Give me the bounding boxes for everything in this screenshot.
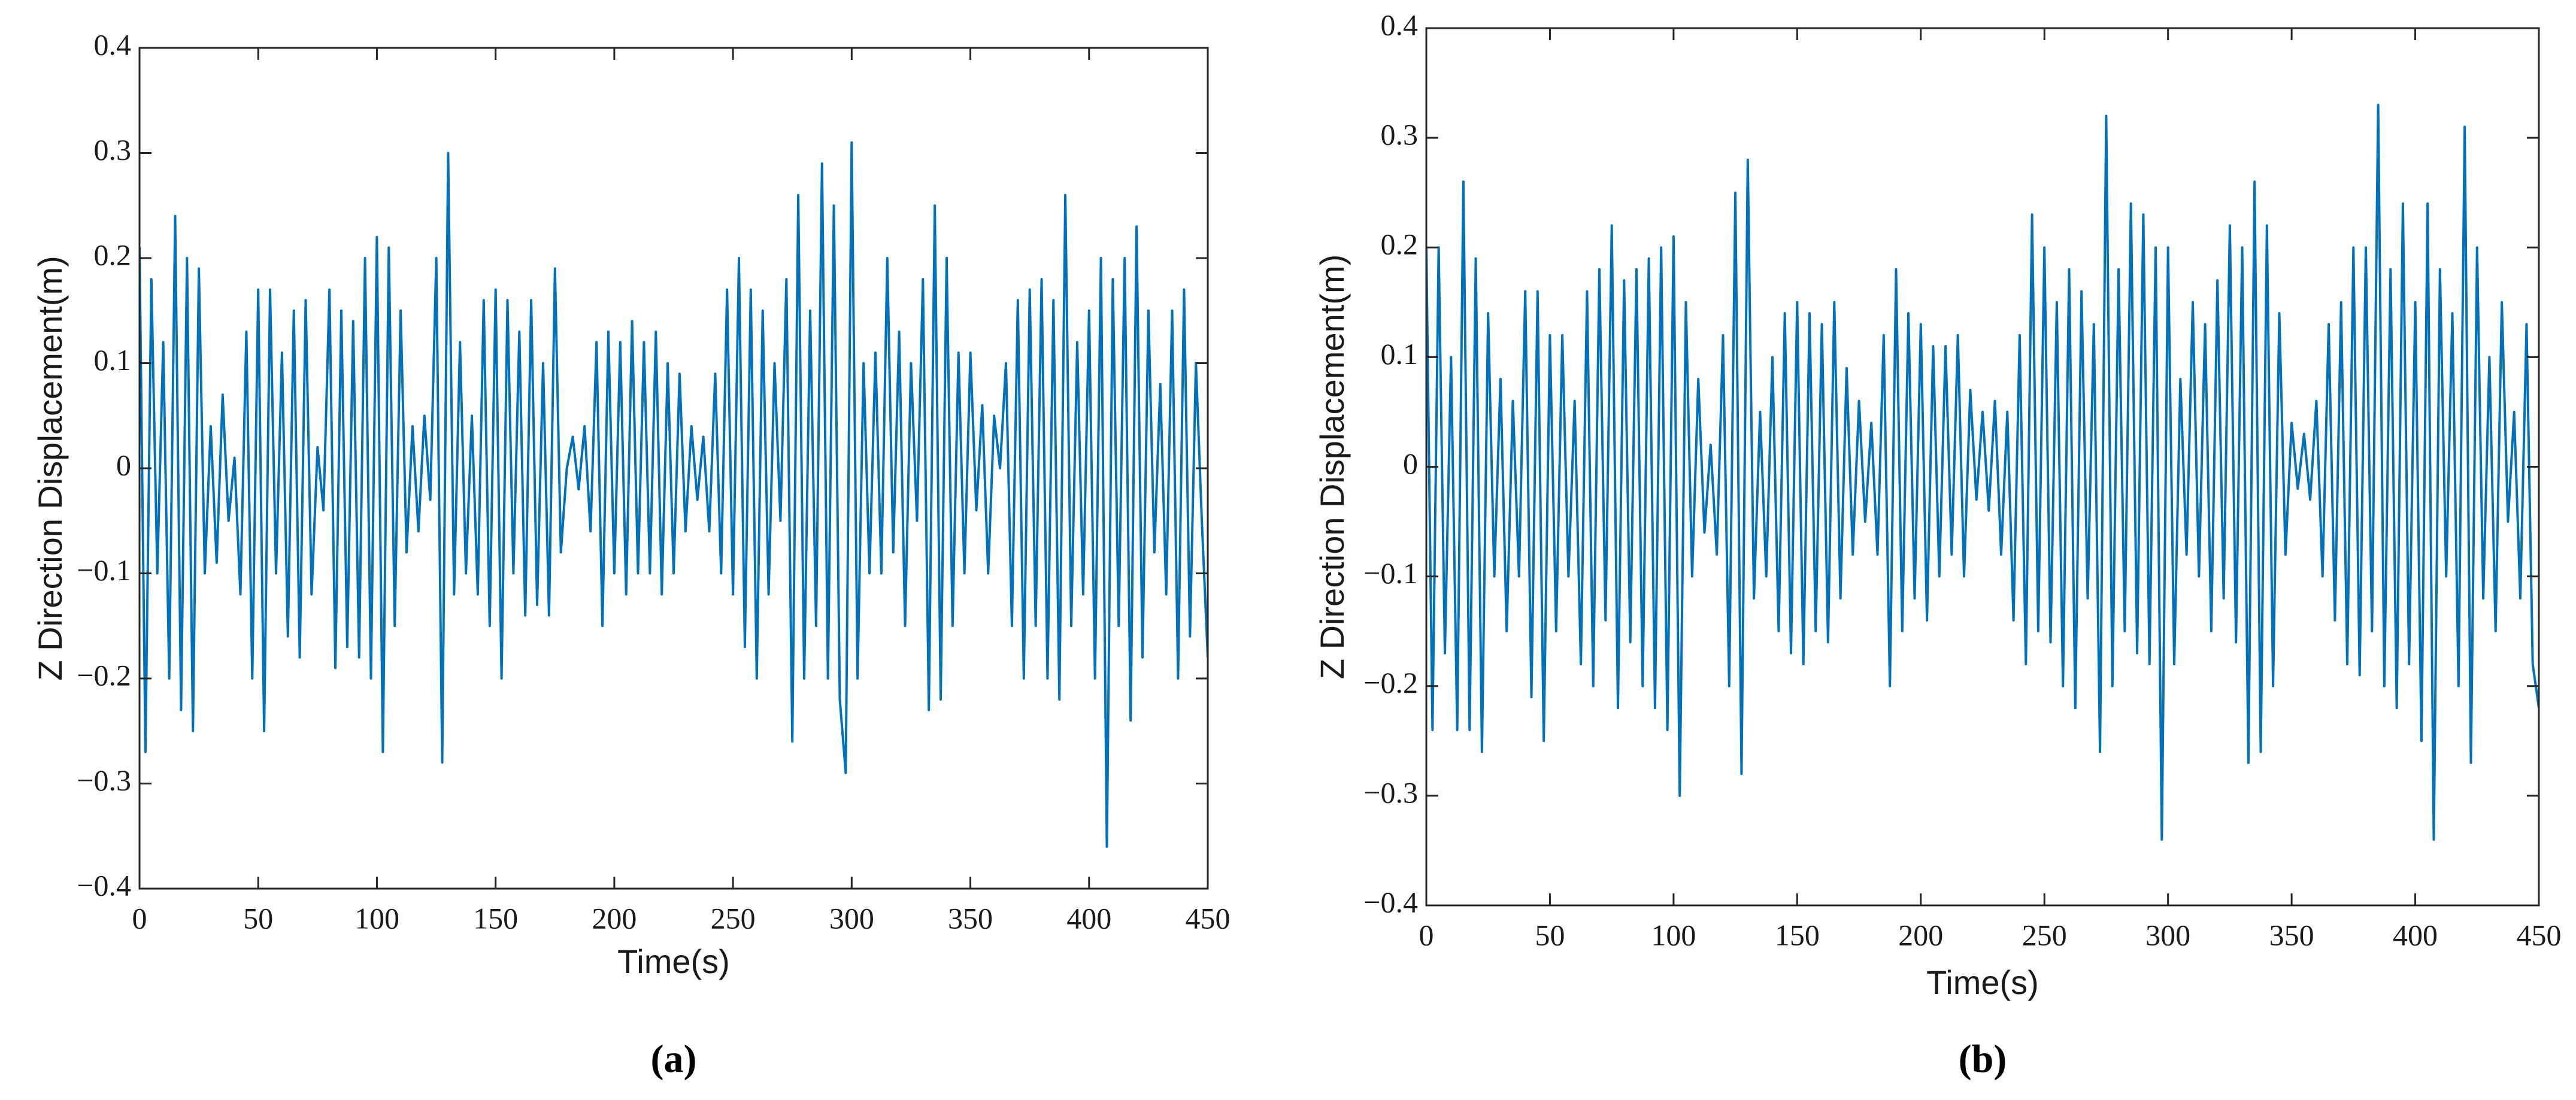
y-tick-label: 0.2 (1381, 228, 1419, 261)
x-tick-label: 450 (1186, 901, 1231, 935)
y-tick-label: 0.4 (94, 28, 132, 61)
panel-label: (b) (1959, 1037, 2007, 1081)
data-line (1426, 104, 2539, 841)
x-axis-title: Time(s) (617, 943, 730, 980)
x-axis-title: Time(s) (1926, 963, 2039, 1001)
y-tick-label: −0.1 (1363, 556, 1418, 590)
y-tick-label: 0.3 (94, 133, 132, 166)
x-tick-label: 150 (1775, 918, 1820, 951)
y-tick-label: 0 (1403, 447, 1418, 480)
x-tick-label: 300 (2145, 918, 2190, 951)
x-tick-label: 250 (2022, 918, 2067, 951)
x-tick-label: 350 (948, 901, 993, 935)
x-tick-label: 200 (592, 901, 637, 935)
x-tick-label: 150 (473, 901, 518, 935)
x-tick-label: 300 (829, 901, 874, 935)
y-tick-label: −0.4 (77, 868, 131, 902)
y-tick-label: 0.1 (1381, 337, 1419, 371)
x-tick-label: 50 (243, 901, 273, 935)
y-axis-title: Z Direction Displacement(m) (1313, 254, 1351, 680)
y-tick-label: −0.3 (1363, 775, 1418, 809)
y-tick-label: −0.2 (77, 658, 131, 692)
x-tick-label: 50 (1535, 918, 1565, 951)
x-tick-label: 100 (354, 901, 399, 935)
x-tick-label: 0 (132, 901, 147, 935)
data-line (140, 141, 1208, 848)
y-tick-label: 0.1 (94, 343, 132, 377)
x-tick-label: 350 (2269, 918, 2314, 951)
y-tick-label: −0.1 (77, 553, 131, 587)
y-tick-label: 0.3 (1381, 118, 1419, 151)
x-tick-label: 0 (1419, 918, 1434, 951)
x-tick-label: 200 (1898, 918, 1943, 951)
y-tick-label: 0 (116, 448, 131, 481)
axes-box (1425, 27, 2540, 907)
y-tick-label: −0.3 (77, 763, 131, 797)
x-tick-label: 400 (2393, 918, 2438, 951)
x-tick-label: 100 (1651, 918, 1696, 951)
x-tick-label: 250 (711, 901, 756, 935)
axes-box (138, 47, 1209, 890)
y-tick-label: 0.2 (94, 238, 132, 271)
panel-label: (a) (651, 1037, 697, 1081)
y-tick-label: −0.2 (1363, 666, 1418, 699)
x-tick-label: 450 (2517, 918, 2562, 951)
x-tick-label: 400 (1066, 901, 1111, 935)
y-tick-label: 0.4 (1381, 8, 1419, 41)
y-tick-label: −0.4 (1363, 885, 1418, 919)
y-axis-title: Z Direction Displacement(m) (31, 256, 69, 681)
